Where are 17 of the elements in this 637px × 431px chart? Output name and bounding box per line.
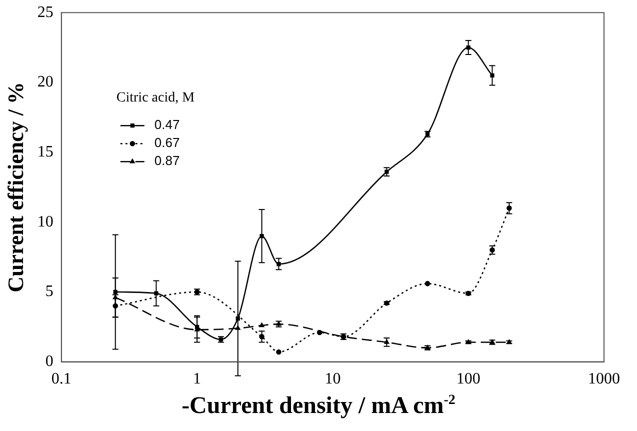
x-tick-label: 1000: [588, 370, 620, 388]
legend-title: Citric acid, M: [116, 90, 196, 106]
legend-label: 0.47: [154, 117, 180, 132]
x-tick-label: 0.1: [51, 370, 72, 388]
x-tick-label: 100: [456, 370, 480, 388]
x-tick-label: 10: [324, 370, 341, 388]
y-tick-label: 20: [37, 74, 54, 91]
y-tick-label: 25: [37, 4, 54, 21]
y-tick-label: 15: [37, 143, 54, 160]
legend-label: 0.67: [154, 135, 180, 150]
y-axis-title: Current efficiency / %: [2, 82, 28, 292]
legend-label: 0.87: [154, 153, 180, 168]
y-tick-label: 10: [37, 213, 54, 230]
x-tick-label: 1: [193, 370, 202, 388]
y-tick-label: 5: [45, 283, 54, 300]
y-tick-label: 0: [45, 353, 54, 370]
x-axis-title: -Current density / mA cm$^{-2}$: [180, 393, 456, 420]
